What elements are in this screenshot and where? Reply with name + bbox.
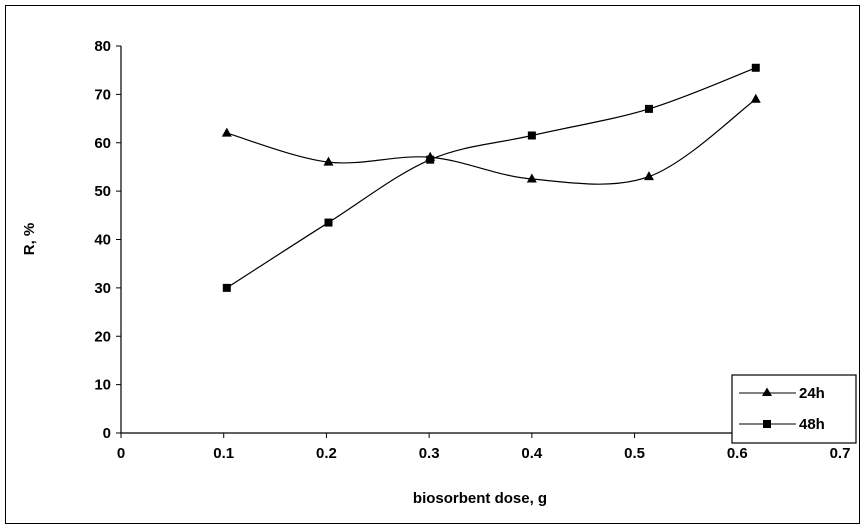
y-tick-label: 0 [103,425,111,442]
series-layer [221,63,761,292]
y-tick-label: 10 [94,377,111,394]
data-point-48h [527,131,536,140]
line-chart: 0 0.1 0.2 0.3 0.4 0.5 0.6 0.701020304050607080 … [21,38,857,507]
x-tick-label: 0.2 [316,445,337,462]
x-tick-label: 0.3 [419,445,440,462]
y-tick-label: 70 [94,86,111,103]
data-point-48h [222,283,231,292]
y-axis-title: R, % [21,223,38,256]
x-tick-label: 0.5 [624,445,645,462]
y-tick-label: 80 [94,38,111,55]
data-point-24h [643,171,654,181]
y-tick-label: 40 [94,232,111,249]
y-tick-label: 60 [94,135,111,152]
x-tick-label: 0.7 [830,445,851,462]
series-line-48h [226,67,756,289]
y-tick-label: 50 [94,183,111,200]
legend-marker-48h [763,420,771,428]
ticks: 0 0.1 0.2 0.3 0.4 0.5 0.6 0.7 0 10 20 30 40 50 60 70 80 [94,38,850,462]
data-point-48h [324,218,333,227]
data-point-24h [323,156,334,166]
legend-label-24h: 24h [799,385,825,402]
x-tick-label: 0.4 [521,445,543,462]
series-line-24h [226,98,757,185]
x-tick-label: 0 [117,445,125,462]
y-tick-label: 30 [94,280,111,297]
x-tick-label: 0.6 [727,445,748,462]
legend-marker-24h [762,387,772,396]
y-tick-label: 20 [94,328,111,345]
legend: 24h 48h [731,374,857,444]
legend-box [731,374,857,444]
data-point-24h [526,173,537,183]
chart-area: 0 0.1 0.2 0.3 0.4 0.5 0.6 0.7 0 10 20 30 40 50 60 70 80 … [5,5,860,524]
data-point-48h [426,155,435,164]
data-point-24h [221,127,232,137]
x-tick-label: 0.1 [213,445,234,462]
data-point-48h [644,104,653,113]
data-point-24h [750,93,761,103]
legend-label-48h: 48h [799,416,825,433]
data-point-48h [751,63,760,72]
x-axis-title: biosorbent dose, g [413,490,547,507]
